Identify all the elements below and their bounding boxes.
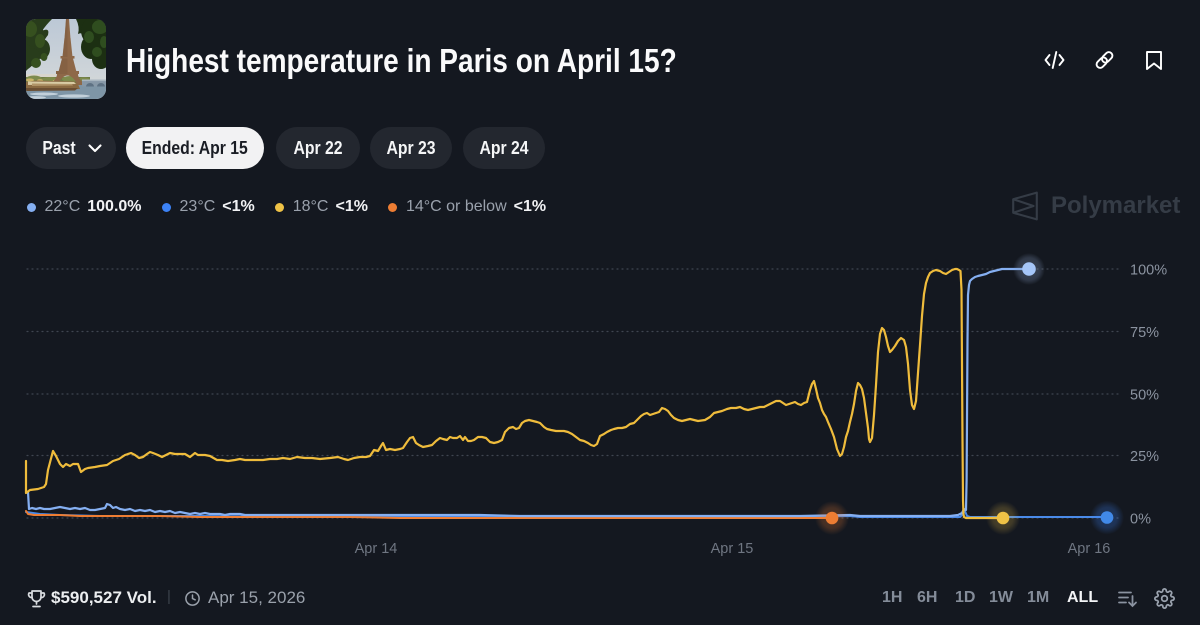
svg-text:Apr 14: Apr 14 xyxy=(355,541,398,557)
svg-text:75%: 75% xyxy=(1130,325,1159,341)
svg-text:Apr 15: Apr 15 xyxy=(711,541,754,557)
svg-text:100%: 100% xyxy=(1130,263,1167,279)
svg-text:50%: 50% xyxy=(1130,388,1159,404)
svg-text:Apr 16: Apr 16 xyxy=(1068,541,1111,557)
svg-text:0%: 0% xyxy=(1130,512,1151,528)
svg-text:25%: 25% xyxy=(1130,449,1159,465)
